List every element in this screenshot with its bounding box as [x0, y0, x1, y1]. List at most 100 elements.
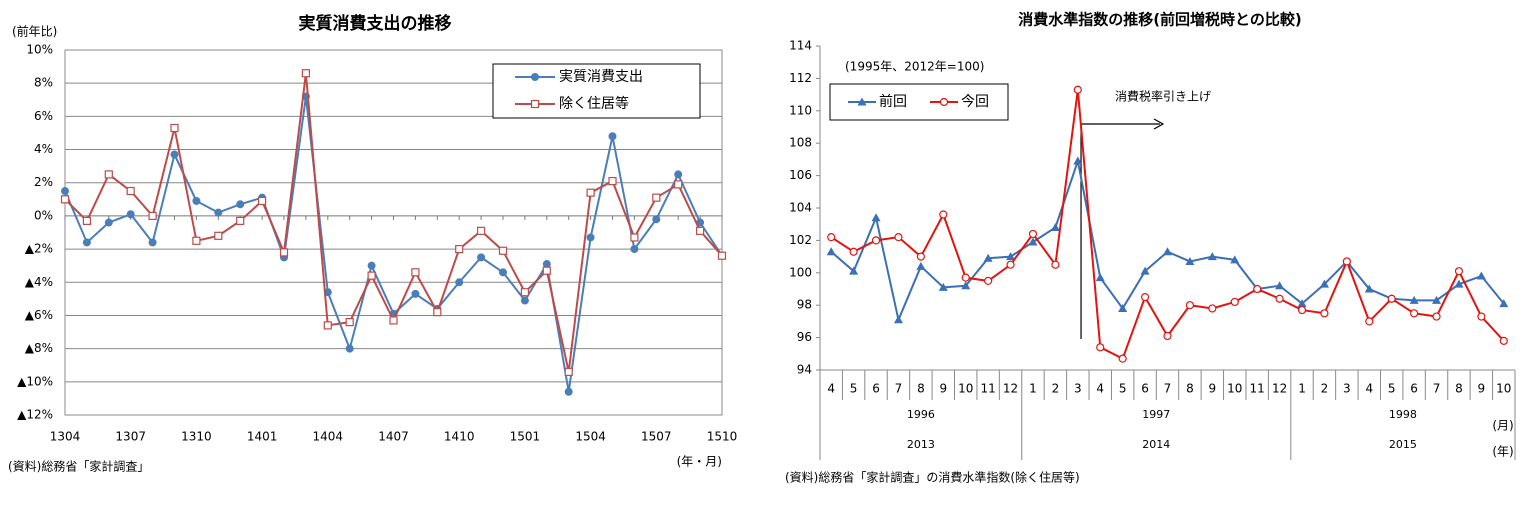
point — [214, 208, 223, 217]
point — [1476, 271, 1486, 280]
x-tick-label: 12 — [1272, 382, 1287, 396]
year-label: 2014 — [1142, 438, 1170, 451]
point — [564, 367, 573, 376]
point — [498, 246, 508, 255]
point — [1454, 279, 1464, 288]
point — [893, 315, 903, 324]
point — [586, 188, 595, 197]
point — [170, 123, 179, 133]
point — [1096, 343, 1105, 352]
point — [60, 195, 70, 204]
point — [717, 251, 727, 260]
x-tick-label: 8 — [917, 382, 925, 396]
point — [961, 281, 971, 290]
point — [608, 176, 617, 186]
point — [236, 200, 245, 209]
series-line — [64, 96, 723, 392]
point — [1499, 336, 1508, 345]
y-tick-label: 106 — [789, 168, 812, 182]
x-tick-label: 6 — [1141, 382, 1149, 396]
point — [61, 187, 69, 196]
point — [1410, 309, 1419, 318]
point — [1342, 257, 1351, 266]
point — [1006, 260, 1015, 269]
point — [849, 247, 858, 256]
x-tick-label: 1410 — [444, 430, 475, 444]
x-tick-label: 4 — [1365, 382, 1373, 396]
point — [1409, 295, 1419, 304]
point — [849, 266, 859, 275]
point — [857, 97, 867, 106]
month-unit: (月) — [1492, 419, 1513, 433]
y-tick-label: 112 — [789, 71, 812, 85]
x-tick-label: 9 — [1209, 382, 1217, 396]
point — [531, 73, 539, 81]
source-note: (資料)総務省「家計調査」の消費水準指数(除く住居等) — [785, 470, 1080, 485]
point — [367, 261, 376, 270]
x-tick-label: 8 — [1455, 382, 1463, 396]
point — [192, 236, 201, 245]
x-tick-label: 3 — [1343, 382, 1351, 396]
point — [695, 226, 705, 235]
point — [983, 253, 993, 262]
y-tick-label: 98 — [797, 298, 812, 312]
x-tick-label: 11 — [981, 382, 996, 396]
legend-label: 除く住居等 — [559, 95, 629, 112]
point — [1319, 279, 1329, 288]
point — [1253, 284, 1262, 294]
point — [214, 231, 223, 240]
point — [542, 260, 551, 269]
point — [652, 193, 661, 202]
source-note: (資料)総務省「家計調査」 — [8, 459, 149, 474]
point — [389, 316, 398, 325]
y-axis-label: (前年比) — [12, 24, 57, 39]
x-tick-label: 8 — [1186, 382, 1194, 396]
x-tick-label: 1401 — [247, 430, 278, 444]
x-tick-label: 7 — [1433, 382, 1441, 396]
point — [455, 244, 464, 254]
point — [674, 180, 683, 189]
x-tick-label: 1404 — [313, 430, 344, 444]
point — [1073, 156, 1083, 165]
point — [871, 236, 881, 245]
x-tick-label: 11 — [1250, 382, 1265, 396]
point — [477, 226, 486, 235]
y-tick-label: 0% — [34, 208, 53, 222]
point — [192, 196, 201, 205]
year-unit: (年) — [1492, 445, 1513, 459]
x-tick-label: 10 — [1496, 382, 1511, 396]
point — [323, 321, 332, 330]
point — [826, 247, 836, 256]
point — [1499, 299, 1509, 308]
series-line — [830, 157, 1505, 324]
point — [455, 278, 464, 287]
y-tick-label: ▲8% — [25, 341, 53, 355]
point — [236, 216, 245, 225]
y-tick-label: 100 — [789, 265, 812, 279]
y-tick-label: 8% — [34, 76, 53, 90]
point — [871, 213, 881, 222]
point — [938, 282, 948, 291]
point — [542, 266, 551, 275]
point — [827, 233, 836, 242]
point — [630, 245, 639, 254]
annotation: 消費税率引き上げ — [1115, 89, 1211, 104]
x-tick-label: 4 — [1096, 382, 1104, 396]
year-label: 1997 — [1142, 408, 1170, 421]
x-tick-label: 9 — [1478, 382, 1486, 396]
x-tick-label: 5 — [1119, 382, 1127, 396]
x-tick-label: 2 — [1321, 382, 1329, 396]
point — [1275, 294, 1284, 303]
point — [564, 387, 573, 396]
point — [345, 317, 354, 327]
y-tick-label: 4% — [34, 142, 53, 156]
point — [1387, 294, 1396, 303]
y-tick-label: 2% — [34, 175, 53, 189]
x-tick-label: 1 — [1298, 382, 1306, 396]
x-tick-label: 4 — [827, 382, 835, 396]
x-tick-label: 7 — [895, 382, 903, 396]
point — [1140, 266, 1150, 275]
x-tick-label: 1304 — [50, 430, 81, 444]
y-tick-label: 108 — [789, 136, 812, 150]
